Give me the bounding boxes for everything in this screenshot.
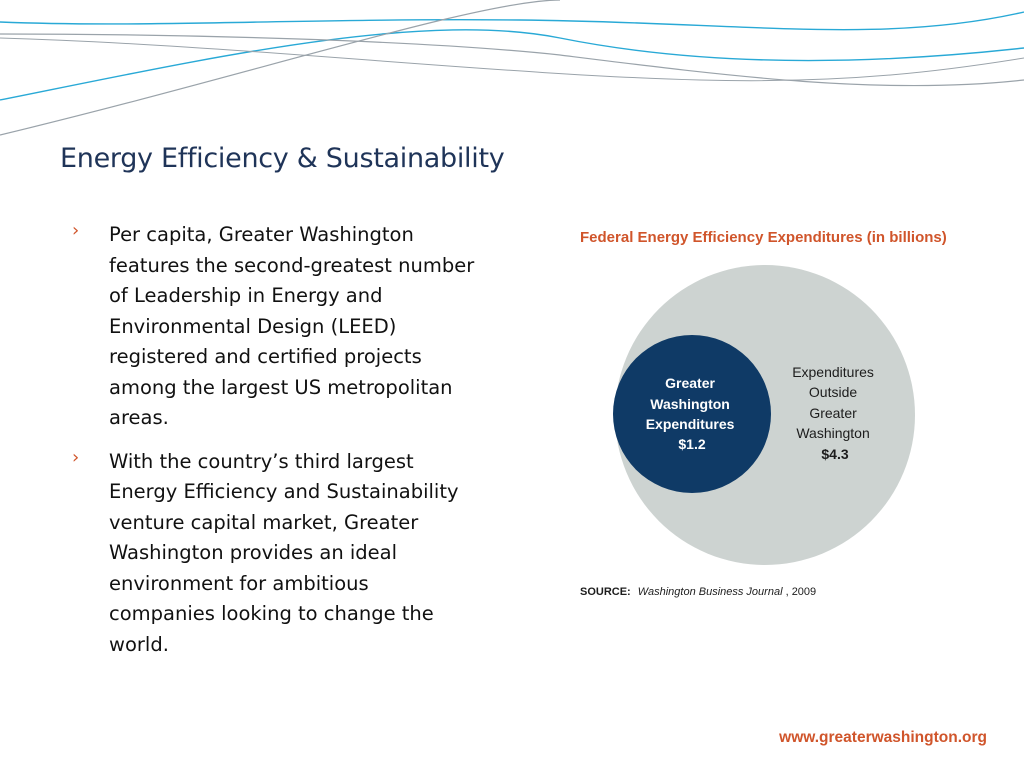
outer-label-line: Washington [796,425,869,441]
bullet-marker: › [72,446,80,468]
wave-line [0,37,1024,82]
slide-title: Energy Efficiency & Sustainability [60,143,505,174]
bullet-line: among the largest US metropolitan [109,375,453,399]
wave-line [0,0,561,136]
bullet-item: › With the country’s third largest Energ… [72,447,502,661]
bullet-line: Per capita, Greater Washington [109,223,414,246]
bullet-line: features the second-greatest number [109,253,475,277]
wave-line [0,11,1024,31]
bullet-line: Environmental Design (LEED) [109,314,397,338]
wave-line [0,29,1024,101]
bullet-line: world. [109,632,169,656]
source-year: , 2009 [786,586,817,598]
bullet-item: › Per capita, Greater Washington feature… [72,220,502,434]
outer-label-line: Outside [809,384,857,400]
expenditures-chart: Federal Energy Efficiency Expenditures (… [580,229,947,598]
bullet-line: environment for ambitious [109,571,369,595]
bullet-line: companies looking to change the [109,602,434,625]
source-label: SOURCE: [580,586,631,598]
bullet-line: Energy Efficiency and Sustainability [109,480,459,503]
footer-url: www.greaterwashington.org [779,729,987,746]
bullet-line: With the country’s third largest [109,449,414,473]
bullet-line: registered and certified projects [109,345,422,368]
bullet-line: Washington provides an ideal [109,541,398,564]
bullet-text: With the country’s third largest Energy … [109,447,502,661]
bullet-line: areas. [109,406,169,429]
outer-circle-label: Expenditures Outside Greater Washington … [792,364,878,462]
decorative-waves [0,0,1024,136]
inner-circle-label: Greater Washington Expenditures $1.2 [646,375,739,452]
chart-title: Federal Energy Efficiency Expenditures (… [580,229,947,246]
bullet-text: Per capita, Greater Washington features … [109,220,502,434]
chart-source: SOURCE: Washington Business Journal , 20… [580,586,816,598]
outer-value-label: $4.3 [821,446,848,462]
inner-label-line: Expenditures [646,416,735,432]
outer-label-line: Greater [809,405,857,421]
inner-label-line: Greater [665,375,715,391]
inner-label-line: Washington [650,396,730,412]
inner-circle-greater-washington [613,335,771,493]
bullet-marker: › [72,220,80,241]
bullet-line: venture capital market, Greater [109,510,419,534]
inner-value-label: $1.2 [678,436,705,452]
bullet-list: › Per capita, Greater Washington feature… [72,220,502,673]
outer-label-line: Expenditures [792,364,874,380]
bullet-line: of Leadership in Energy and [109,284,383,307]
wave-line [0,33,1024,87]
source-publication: Washington Business Journal [638,586,783,598]
